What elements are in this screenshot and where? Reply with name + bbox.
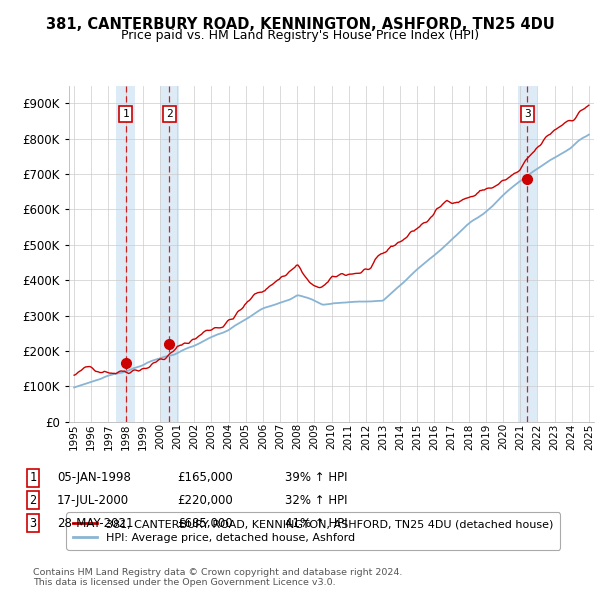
Text: 32% ↑ HPI: 32% ↑ HPI — [285, 494, 347, 507]
Text: 05-JAN-1998: 05-JAN-1998 — [57, 471, 131, 484]
Text: 3: 3 — [29, 517, 37, 530]
Text: Price paid vs. HM Land Registry's House Price Index (HPI): Price paid vs. HM Land Registry's House … — [121, 30, 479, 42]
Text: 17-JUL-2000: 17-JUL-2000 — [57, 494, 129, 507]
Text: 2: 2 — [166, 109, 173, 119]
Text: £220,000: £220,000 — [177, 494, 233, 507]
Text: 41% ↑ HPI: 41% ↑ HPI — [285, 517, 347, 530]
Text: £165,000: £165,000 — [177, 471, 233, 484]
Bar — [116, 86, 135, 422]
Text: 2: 2 — [29, 494, 37, 507]
Text: 381, CANTERBURY ROAD, KENNINGTON, ASHFORD, TN25 4DU: 381, CANTERBURY ROAD, KENNINGTON, ASHFOR… — [46, 17, 554, 31]
Legend: 381, CANTERBURY ROAD, KENNINGTON, ASHFORD, TN25 4DU (detached house), HPI: Avera: 381, CANTERBURY ROAD, KENNINGTON, ASHFOR… — [67, 513, 560, 550]
Text: 1: 1 — [122, 109, 129, 119]
Text: 3: 3 — [524, 109, 530, 119]
Bar — [518, 86, 536, 422]
Bar — [160, 86, 179, 422]
Text: 39% ↑ HPI: 39% ↑ HPI — [285, 471, 347, 484]
Text: 28-MAY-2021: 28-MAY-2021 — [57, 517, 133, 530]
Text: £685,000: £685,000 — [177, 517, 233, 530]
Text: Contains HM Land Registry data © Crown copyright and database right 2024.
This d: Contains HM Land Registry data © Crown c… — [33, 568, 403, 587]
Text: 1: 1 — [29, 471, 37, 484]
